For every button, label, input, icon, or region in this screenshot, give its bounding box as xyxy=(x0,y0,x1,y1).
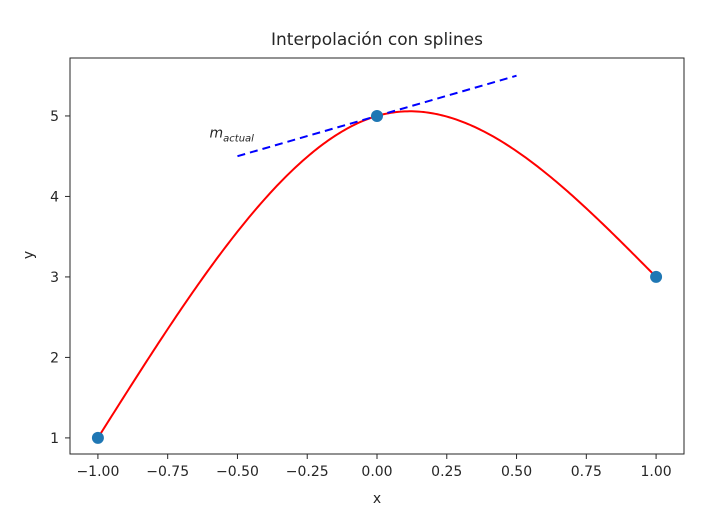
slope-annotation: mactual xyxy=(210,126,255,145)
data-point xyxy=(650,270,663,283)
y-tick-label: 1 xyxy=(50,431,59,447)
annotation-subscript: actual xyxy=(223,134,254,145)
plot-frame xyxy=(69,57,685,455)
data-point xyxy=(371,109,383,122)
x-tick-label: −1.00 xyxy=(76,464,119,480)
data-point xyxy=(91,431,104,444)
x-tick-label: −0.50 xyxy=(216,464,259,480)
y-axis-label: y xyxy=(21,251,37,259)
y-tick-label: 4 xyxy=(50,189,59,205)
plot-area: mactual xyxy=(91,74,663,444)
axis-ticks: −1.00 −0.75 −0.50 −0.25 0.00 0.25 0.50 0.75 1.00… xyxy=(50,109,672,480)
x-tick-label: 0.50 xyxy=(501,464,532,480)
x-tick-label: −0.75 xyxy=(146,464,189,480)
y-tick-label: 2 xyxy=(50,350,59,366)
x-tick-label: 0.00 xyxy=(361,464,392,480)
x-tick-label: −0.25 xyxy=(286,464,329,480)
chart-title: Interpolación con splines xyxy=(271,30,483,50)
x-axis-label: x xyxy=(373,491,381,507)
y-tick-label: 5 xyxy=(50,109,59,125)
x-tick-label: 0.75 xyxy=(571,464,602,480)
x-tick-label: 1.00 xyxy=(641,464,672,480)
y-tick-label: 3 xyxy=(50,270,59,286)
annotation-main: m xyxy=(210,126,224,142)
x-tick-label: 0.25 xyxy=(431,464,462,480)
